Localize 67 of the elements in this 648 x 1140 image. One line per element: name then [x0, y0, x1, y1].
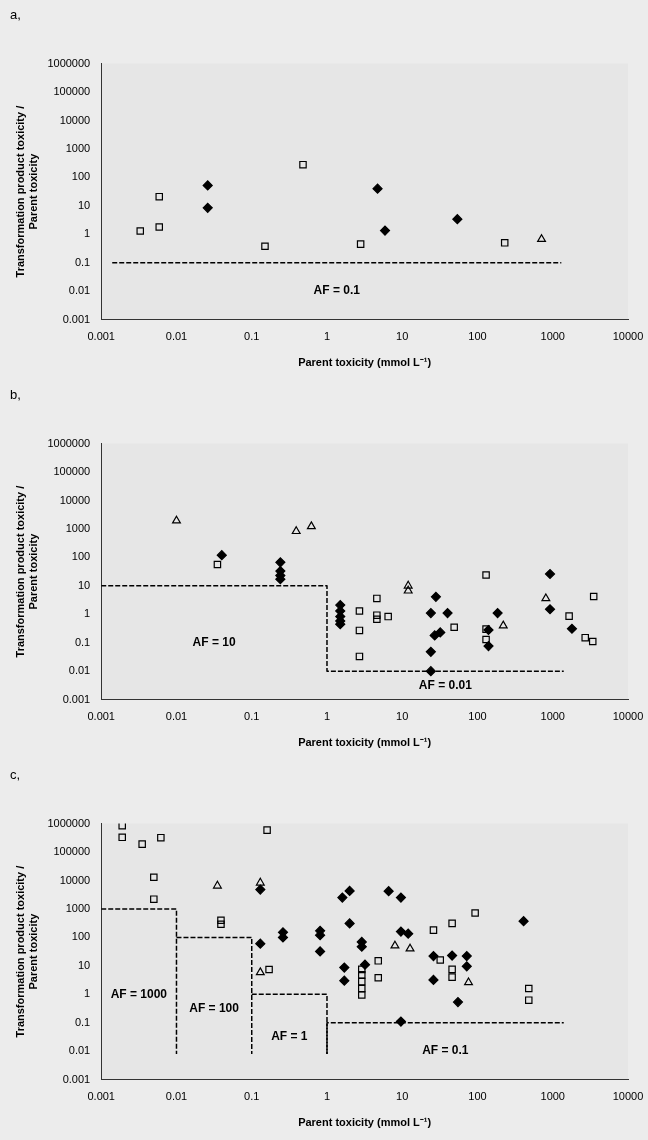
y-tick-label: 1	[84, 227, 91, 240]
y-tick-label: 100	[71, 170, 91, 183]
x-tick-label: 1000	[540, 1090, 565, 1103]
y-tick-label: 0.001	[62, 312, 91, 325]
y-tick-label: 1000	[65, 901, 91, 914]
y-tick-label: 1000000	[47, 816, 91, 829]
x-axis-title: Parent toxicity (mmol L⁻¹)	[298, 736, 432, 749]
x-axis-title: Parent toxicity (mmol L⁻¹)	[298, 356, 432, 369]
chart-title: a,	[10, 7, 21, 23]
x-tick-label: 10	[396, 710, 409, 723]
x-tick-label: 100	[468, 710, 487, 723]
y-tick-label: 0.1	[74, 255, 91, 268]
annotation: AF = 0.1	[422, 1043, 469, 1058]
y-tick-label: 10	[77, 958, 91, 971]
annotation: AF = 0.1	[313, 283, 361, 298]
y-axis-title: Transformation product toxicity / Parent toxicity	[13, 485, 39, 658]
x-tick-label: 0.1	[244, 330, 260, 343]
y-tick-label: 10	[77, 198, 91, 211]
annotation: AF = 0.01	[418, 677, 473, 692]
annotation: AF = 1000	[110, 986, 168, 1001]
x-tick-label: 0.01	[165, 710, 188, 723]
x-tick-label: 1	[323, 710, 331, 723]
y-tick-label: 10000	[59, 873, 91, 886]
x-tick-label: 1	[323, 330, 331, 343]
y-tick-label: 100000	[53, 85, 91, 98]
y-tick-label: 1000	[65, 141, 91, 154]
x-tick-label: 0.1	[244, 1090, 260, 1103]
y-tick-label: 10	[77, 578, 91, 591]
y-tick-label: 0.1	[74, 635, 91, 648]
y-tick-label: 10000	[59, 493, 91, 506]
y-tick-label: 100	[71, 550, 91, 563]
y-tick-label: 100	[71, 930, 91, 943]
y-axis-title: Transformation product toxicity / Parent toxicity	[13, 865, 39, 1038]
annotation: AF = 10	[192, 635, 236, 650]
annotation: AF = 100	[189, 1000, 240, 1015]
annotation: AF = 1	[271, 1029, 308, 1044]
y-tick-label: 0.01	[68, 1044, 91, 1057]
x-axis-title: Parent toxicity (mmol L⁻¹)	[298, 1116, 432, 1129]
x-tick-label: 10	[396, 330, 409, 343]
y-tick-label: 100000	[53, 465, 91, 478]
x-tick-label: 100	[468, 1090, 487, 1103]
y-tick-label: 0.01	[68, 284, 91, 297]
y-tick-label: 0.001	[62, 692, 91, 705]
y-tick-label: 0.01	[68, 664, 91, 677]
y-tick-label: 100000	[53, 845, 91, 858]
y-tick-label: 1	[84, 987, 91, 1000]
x-tick-label: 10000	[612, 710, 644, 723]
y-tick-label: 1000000	[47, 56, 91, 69]
x-tick-label: 0.1	[244, 710, 260, 723]
x-tick-label: 10	[396, 1090, 409, 1103]
y-tick-label: 0.001	[62, 1072, 91, 1085]
y-tick-label: 0.1	[74, 1015, 91, 1028]
x-tick-label: 10000	[612, 330, 644, 343]
x-tick-label: 1	[323, 1090, 331, 1103]
y-axis-title: Transformation product toxicity / Parent toxicity	[13, 105, 39, 278]
x-tick-label: 10000	[612, 1090, 644, 1103]
x-tick-label: 100	[468, 330, 487, 343]
x-tick-label: 0.01	[165, 1090, 188, 1103]
chart-title: b,	[10, 387, 21, 403]
y-tick-label: 10000	[59, 113, 91, 126]
y-tick-label: 1000	[65, 521, 91, 534]
chart-title: c,	[10, 767, 21, 783]
x-tick-label: 0.01	[165, 330, 188, 343]
y-tick-label: 1	[84, 607, 91, 620]
x-tick-label: 1000	[540, 710, 565, 723]
y-tick-label: 1000000	[47, 436, 91, 449]
x-tick-label: 1000	[540, 330, 565, 343]
